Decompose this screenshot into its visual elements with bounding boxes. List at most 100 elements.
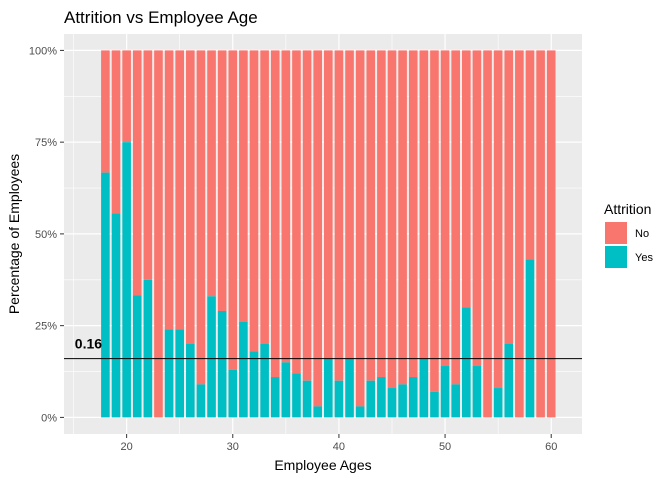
bar-yes-34 xyxy=(270,377,280,418)
legend-label-yes: Yes xyxy=(635,252,653,264)
bar-no-59 xyxy=(536,50,545,418)
bar-yes-37 xyxy=(302,380,312,418)
bar-no-27 xyxy=(196,50,206,385)
y-axis: 0% 25% 50% 75% 100% xyxy=(29,45,64,424)
bar-yes-24 xyxy=(164,329,174,418)
bar-no-46 xyxy=(398,50,407,385)
bar-yes-43 xyxy=(366,380,376,418)
bar-no-49 xyxy=(430,50,439,392)
bar-yes-45 xyxy=(387,388,397,418)
bar-yes-39 xyxy=(324,358,333,418)
bar-no-19 xyxy=(111,50,121,214)
bar-no-30 xyxy=(228,50,238,370)
x-tick-label-60: 60 xyxy=(545,441,557,453)
bar-no-34 xyxy=(270,50,280,378)
bar-yes-42 xyxy=(355,406,365,418)
bar-yes-51 xyxy=(451,384,460,418)
bar-no-41 xyxy=(345,50,354,359)
bar-no-20 xyxy=(122,50,131,143)
x-tick-label-30: 30 xyxy=(227,441,239,453)
bar-yes-52 xyxy=(461,307,471,418)
bar-no-50 xyxy=(440,50,450,367)
bar-yes-40 xyxy=(334,380,344,418)
bar-no-32 xyxy=(249,50,259,352)
bar-no-43 xyxy=(366,50,376,381)
bar-yes-26 xyxy=(186,344,195,418)
x-axis-title: Employee Ages xyxy=(274,457,371,473)
bar-no-22 xyxy=(143,50,153,280)
bar-yes-31 xyxy=(239,321,248,418)
bar-yes-44 xyxy=(377,377,386,418)
bar-no-18 xyxy=(101,50,110,173)
y-tick-label-1: 25% xyxy=(35,321,57,333)
x-tick-label-50: 50 xyxy=(439,441,451,453)
bar-yes-36 xyxy=(292,373,301,418)
bar-yes-58 xyxy=(525,259,535,418)
bar-yes-18 xyxy=(101,172,110,418)
bar-no-45 xyxy=(387,50,397,389)
bar-no-28 xyxy=(207,50,216,297)
bar-no-48 xyxy=(419,50,429,359)
bar-yes-27 xyxy=(196,384,206,418)
bar-no-38 xyxy=(313,50,322,407)
bar-no-21 xyxy=(132,50,142,296)
legend-label-no: No xyxy=(635,228,649,240)
legend-title: Attrition xyxy=(604,201,651,217)
bar-no-36 xyxy=(292,50,301,374)
bar-no-54 xyxy=(483,50,492,418)
bar-no-56 xyxy=(504,50,514,345)
x-tick-label-40: 40 xyxy=(333,441,345,453)
bar-no-58 xyxy=(525,50,535,260)
bar-no-47 xyxy=(408,50,418,378)
bar-no-52 xyxy=(461,50,471,308)
bar-no-35 xyxy=(281,50,291,363)
bar-no-31 xyxy=(239,50,248,322)
bar-yes-33 xyxy=(260,344,269,418)
bar-no-57 xyxy=(515,50,524,418)
bar-no-37 xyxy=(302,50,312,381)
y-tick-label-2: 50% xyxy=(35,229,57,241)
bar-yes-21 xyxy=(132,295,142,418)
bar-yes-25 xyxy=(175,329,185,418)
bar-yes-41 xyxy=(345,358,354,418)
bar-no-25 xyxy=(175,50,185,330)
bar-yes-29 xyxy=(217,310,227,418)
bar-no-24 xyxy=(164,50,174,330)
bar-no-53 xyxy=(472,50,482,367)
bar-no-55 xyxy=(493,50,503,389)
bar-yes-47 xyxy=(408,377,418,418)
y-tick-label-3: 75% xyxy=(35,137,57,149)
y-tick-label-0: 0% xyxy=(41,412,57,424)
x-axis: 20 30 40 50 60 xyxy=(121,434,557,453)
bar-no-33 xyxy=(260,50,269,345)
x-tick-label-20: 20 xyxy=(121,441,133,453)
bars xyxy=(101,50,556,418)
bar-yes-32 xyxy=(249,351,259,418)
bar-yes-22 xyxy=(143,279,153,418)
bar-no-29 xyxy=(217,50,227,311)
bar-yes-30 xyxy=(228,369,238,418)
bar-no-40 xyxy=(334,50,344,381)
bar-yes-28 xyxy=(207,296,216,418)
bar-yes-46 xyxy=(398,384,407,418)
bar-yes-53 xyxy=(472,366,482,418)
bar-no-60 xyxy=(546,50,556,418)
bar-no-39 xyxy=(324,50,333,359)
bar-no-26 xyxy=(186,50,195,345)
bar-yes-38 xyxy=(313,406,322,418)
bar-yes-35 xyxy=(281,362,291,418)
bar-no-42 xyxy=(355,50,365,407)
bar-no-44 xyxy=(377,50,386,378)
bar-yes-55 xyxy=(493,388,503,418)
bar-no-51 xyxy=(451,50,460,385)
reference-line: 0.16 xyxy=(64,336,582,360)
bar-yes-50 xyxy=(440,366,450,418)
bar-yes-48 xyxy=(419,358,429,418)
y-axis-title: Percentage of Employees xyxy=(6,154,22,314)
bar-no-23 xyxy=(154,50,163,418)
y-tick-label-4: 100% xyxy=(29,45,57,57)
bar-yes-19 xyxy=(111,213,121,418)
legend: Attrition No Yes xyxy=(604,201,653,268)
legend-key-yes xyxy=(605,246,627,268)
